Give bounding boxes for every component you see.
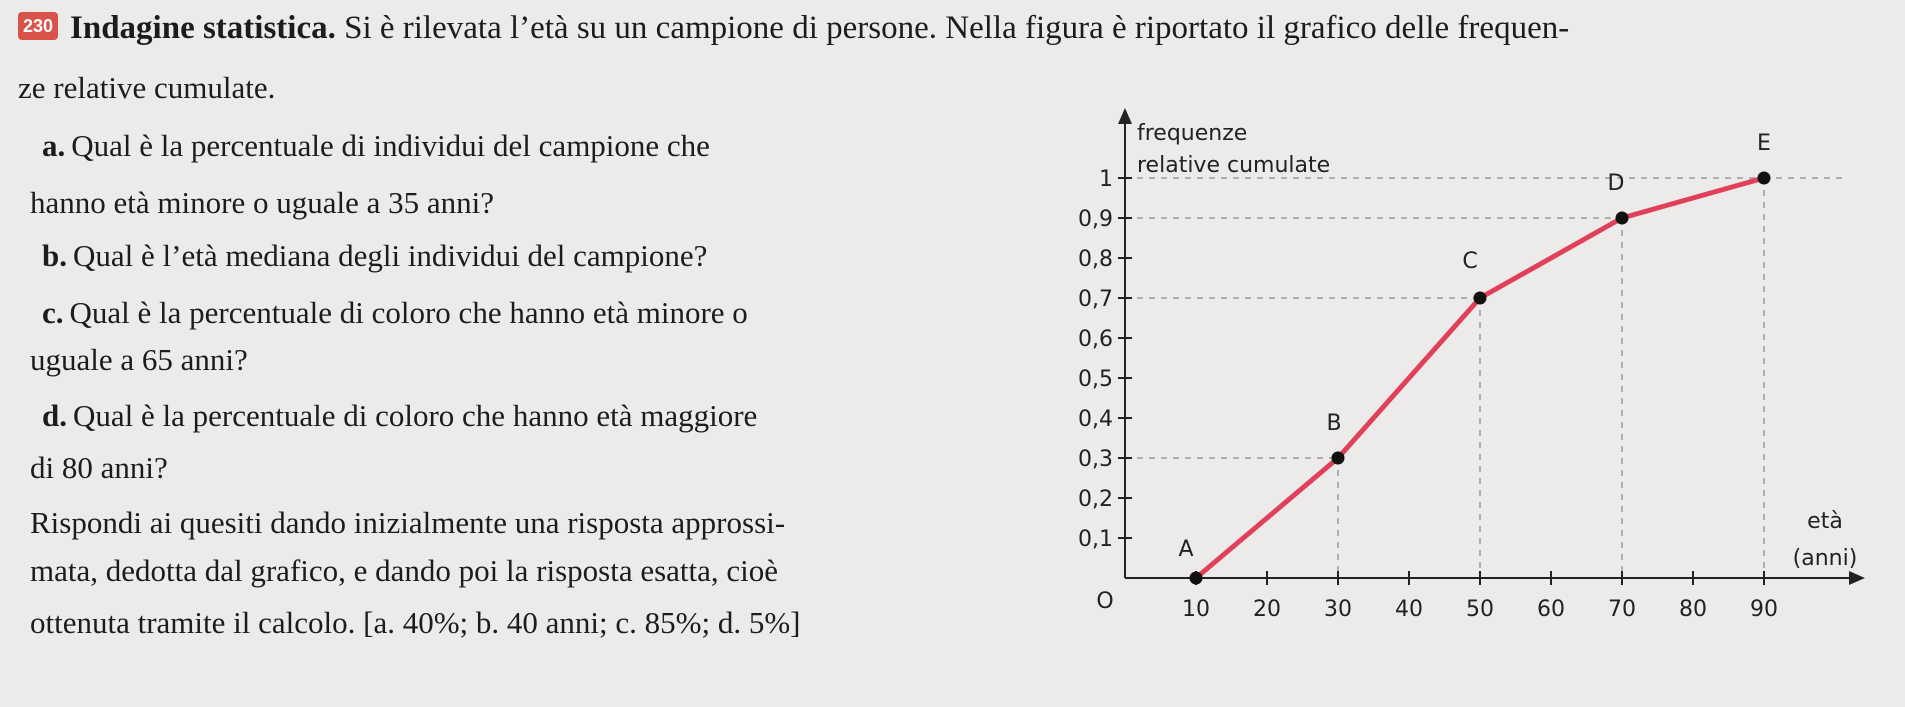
instruction-line-1: Rispondi ai quesiti dando inizialmente u…	[30, 505, 786, 540]
y-tick-label: 0,4	[1078, 407, 1113, 432]
y-axis-arrow	[1118, 108, 1132, 124]
y-tick-label: 0,8	[1078, 247, 1113, 272]
question-a-label: a.	[42, 128, 66, 163]
question-d: d. Qual è la percentuale di coloro che ha…	[42, 398, 757, 434]
x-tick-label: 30	[1324, 597, 1352, 622]
x-tick-label: 20	[1253, 597, 1281, 622]
exercise-number-badge: 230	[18, 12, 58, 40]
intro-line-2: ze relative cumulate.	[18, 70, 276, 105]
intro-line-1: Si è rilevata l’età su un campione di pe…	[344, 10, 1570, 46]
x-tick-label: 50	[1466, 597, 1494, 622]
y-tick-label: 0,9	[1078, 207, 1113, 232]
instruction-line-2: mata, dedotta dal grafico, e dando poi l…	[30, 553, 779, 588]
question-a-line-2: hanno età minore o uguale a 35 anni?	[30, 185, 494, 220]
x-tick-label: 60	[1537, 597, 1565, 622]
question-d-label: d.	[42, 398, 67, 433]
exercise-intro: Indagine statistica. Si è rilevata l’età…	[70, 10, 1569, 47]
question-b-label: b.	[42, 238, 67, 273]
question-a-line-1: Qual è la percentuale di individui del c…	[71, 128, 710, 163]
chart-guide-lines	[1125, 177, 1845, 578]
point-D	[1615, 211, 1629, 225]
instruction-line-3-text: ottenuta tramite il calcolo.	[30, 605, 356, 640]
question-c: c. Qual è la percentuale di coloro che ha…	[42, 295, 748, 331]
y-axis-title-line-1: frequenze	[1137, 121, 1247, 146]
chart-series	[1189, 171, 1771, 585]
question-d-line-2: di 80 anni?	[30, 450, 168, 485]
x-axis-arrow	[1849, 571, 1865, 585]
y-tick-label: 0,1	[1078, 527, 1113, 552]
y-tick-label: 0,5	[1078, 367, 1113, 392]
question-d-line-1: Qual è la percentuale di coloro che hann…	[73, 398, 758, 433]
question-b: b. Qual è l’età mediana degli individui d…	[42, 238, 707, 274]
point-C	[1473, 291, 1487, 305]
point-label-B: B	[1326, 411, 1341, 436]
x-tick-label: 90	[1750, 597, 1778, 622]
y-tick-label: 0,7	[1078, 287, 1113, 312]
y-tick-label: 0,6	[1078, 327, 1113, 352]
origin-label: O	[1096, 589, 1113, 614]
point-label-E: E	[1757, 131, 1771, 156]
instruction-line-3: ottenuta tramite il calcolo. [a. 40%; b.…	[30, 605, 801, 641]
point-label-A: A	[1178, 537, 1193, 562]
y-tick-label: 0,2	[1078, 487, 1113, 512]
question-c-label: c.	[42, 295, 64, 330]
question-b-line-1: Qual è l’età mediana degli individui del…	[73, 238, 708, 273]
x-tick-label: 10	[1182, 597, 1210, 622]
point-E	[1757, 171, 1771, 185]
point-A	[1189, 571, 1203, 585]
point-label-C: C	[1462, 249, 1477, 274]
x-axis-title-line-2: (anni)	[1793, 546, 1858, 571]
question-a: a. Qual è la percentuale di individui del…	[42, 128, 710, 164]
x-tick-label: 80	[1679, 597, 1707, 622]
y-tick-label: 1	[1099, 167, 1113, 192]
x-tick-label: 70	[1608, 597, 1636, 622]
exercise-title: Indagine statistica.	[70, 10, 336, 46]
chart-labels: 0,1 0,2 0,3 0,4 0,5 0,6 0,7 0,8 0,9 1 10 20 30 40 50 60…	[1078, 121, 1857, 622]
answers: [a. 40%; b. 40 anni; c. 85%; d. 5%]	[363, 605, 801, 640]
x-axis-title-line-1: età	[1807, 509, 1843, 534]
question-c-line-1: Qual è la percentuale di coloro che hann…	[69, 295, 748, 330]
y-axis-title-line-2: relative cumulate	[1137, 153, 1330, 178]
point-label-D: D	[1608, 171, 1625, 196]
y-tick-label: 0,3	[1078, 447, 1113, 472]
x-tick-label: 40	[1395, 597, 1423, 622]
question-c-line-2: uguale a 65 anni?	[30, 342, 248, 377]
chart-axes	[1118, 108, 1865, 585]
point-B	[1331, 451, 1345, 465]
